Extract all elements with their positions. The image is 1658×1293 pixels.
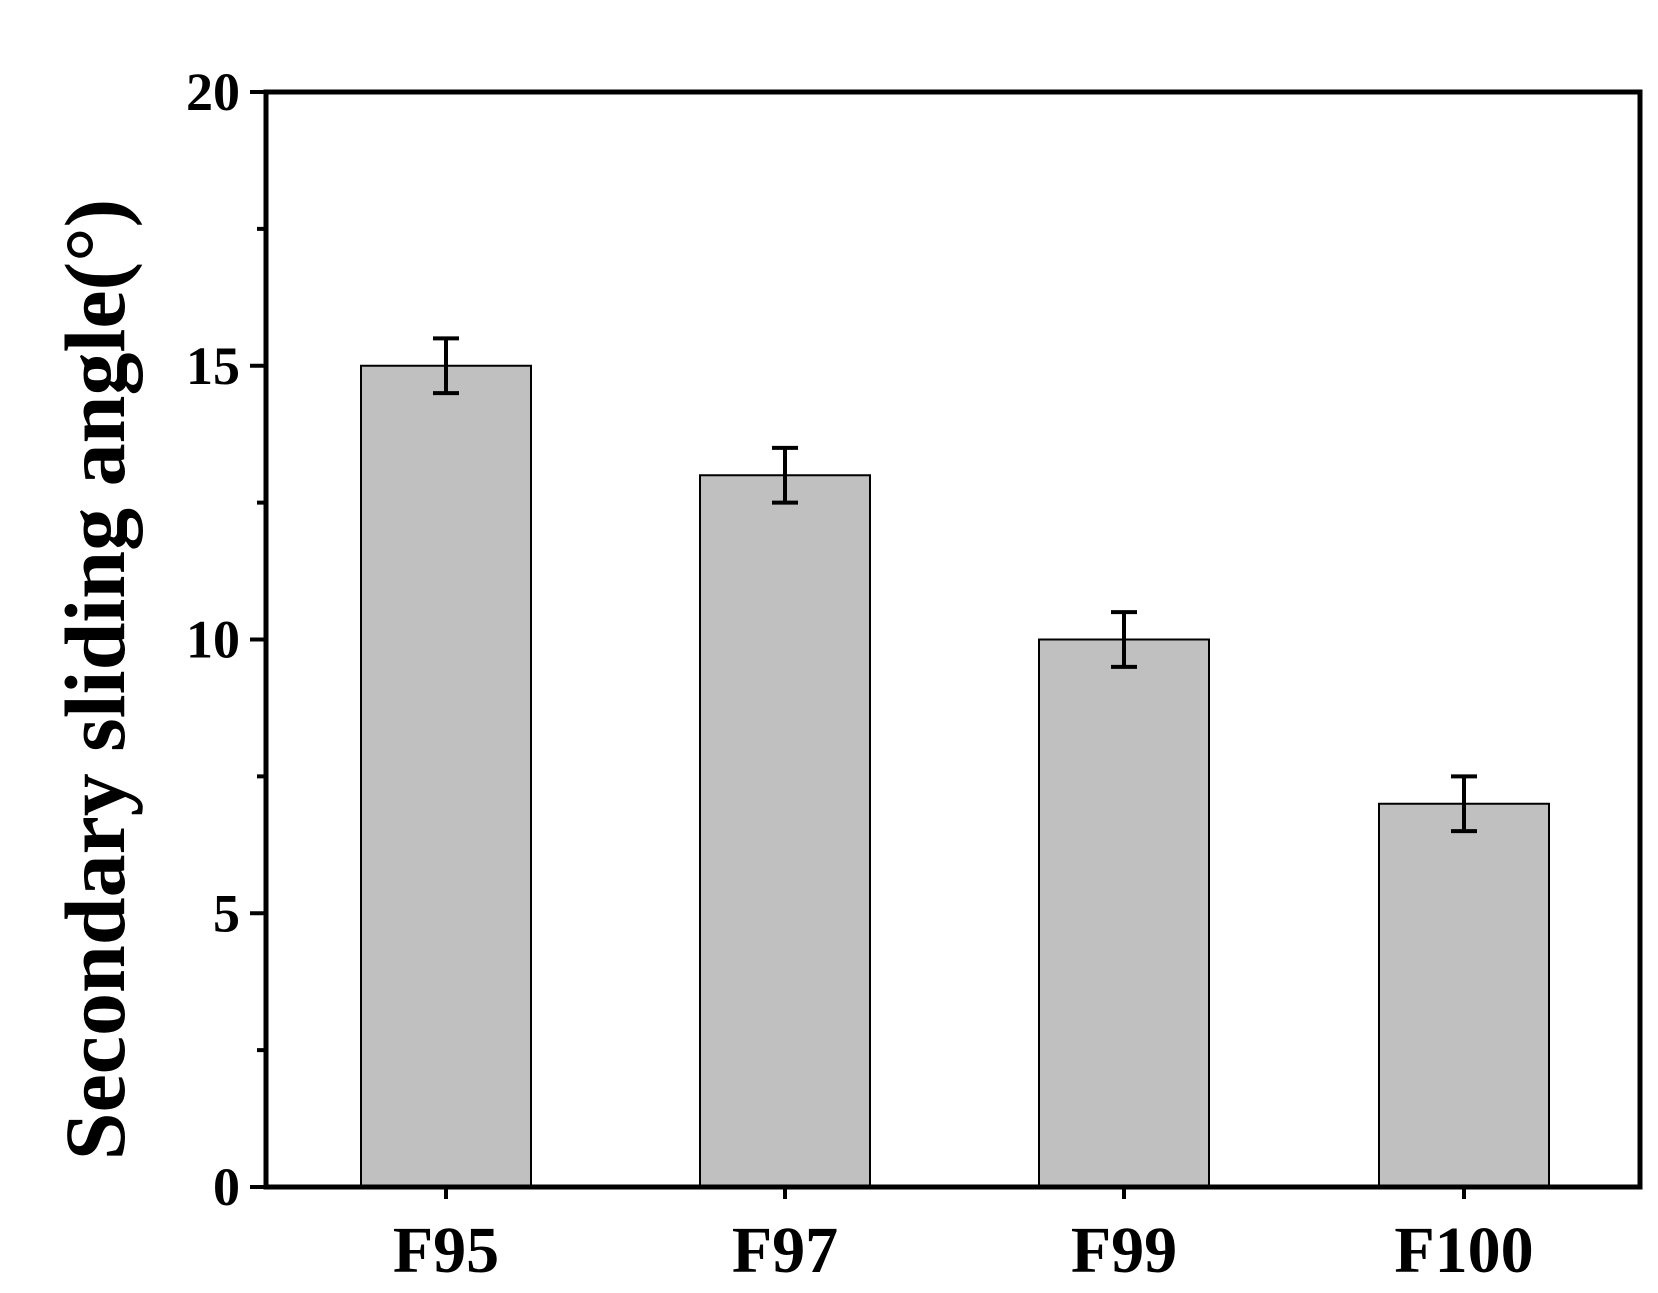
error-bar-f100 [1451,774,1477,834]
bar-f95 [360,364,532,1188]
y-tick-label: 10 [186,610,240,670]
error-bar-f95 [433,336,459,396]
x-tick-label-f97: F97 [732,1214,838,1287]
error-bar-f99 [1111,610,1137,669]
x-category-labels: F95 F97 F99 F100 [393,1214,1534,1287]
error-bars-layer [433,336,1477,834]
ticks-layer [250,90,1466,1199]
y-tick-label: 0 [213,1157,240,1217]
y-tick-label: 20 [186,62,240,122]
x-tick-label-f99: F99 [1071,1214,1177,1287]
bar-f100 [1378,802,1550,1188]
y-axis-title: Secondary sliding angle(°) [47,199,143,1160]
error-bar-f97 [772,445,798,505]
bars-layer [360,364,1550,1188]
bar-f97 [699,474,871,1188]
x-tick-label-f95: F95 [393,1214,499,1287]
y-tick-label: 5 [213,883,240,943]
bar-f99 [1038,638,1210,1188]
y-tick-labels: 0 5 10 15 20 [186,62,240,1217]
x-tick-label-f100: F100 [1394,1214,1533,1287]
y-tick-label: 15 [186,336,240,396]
